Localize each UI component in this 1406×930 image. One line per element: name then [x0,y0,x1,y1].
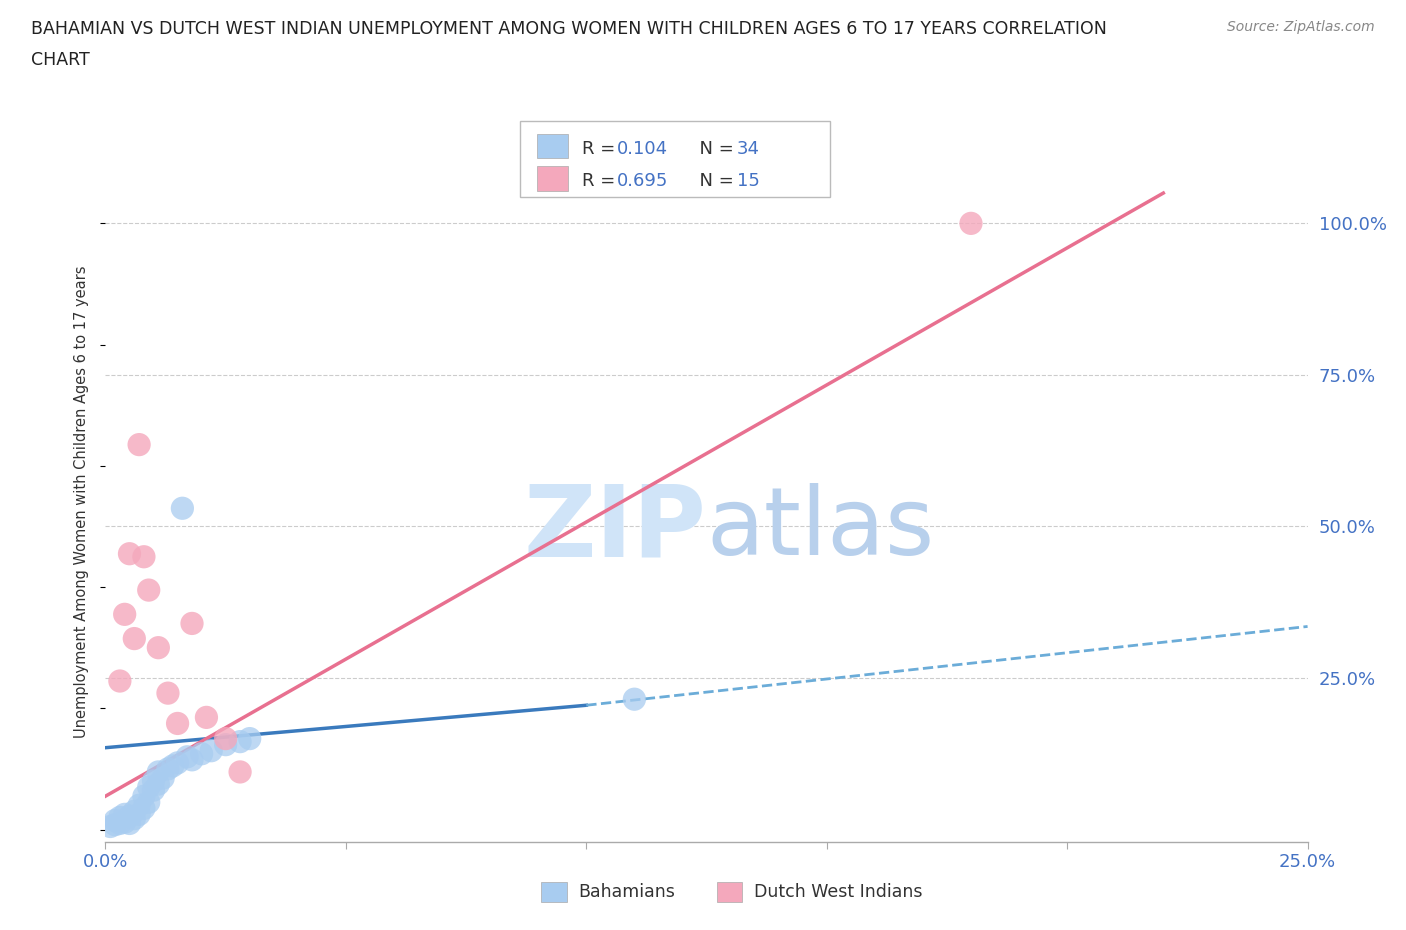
Point [166,755,188,770]
Point [960,216,983,231]
Point [132,789,155,804]
Point [181,752,204,767]
Text: atlas: atlas [707,484,935,576]
Point [200,743,222,758]
Point [214,731,236,746]
Point [172,501,194,516]
Point [108,816,131,830]
Point [156,685,179,700]
Text: 15: 15 [737,172,759,190]
Point [104,817,127,832]
Text: N =: N = [688,172,740,190]
Point [118,809,141,824]
Point [128,437,150,452]
Point [138,583,160,598]
Point [132,801,155,816]
Point [138,795,160,810]
Point [152,771,174,786]
Point [195,710,218,724]
Point [176,750,198,764]
Text: 0.695: 0.695 [617,172,669,190]
Text: R =: R = [582,140,621,157]
Text: CHART: CHART [31,51,90,69]
Point [128,798,150,813]
Point [132,550,155,565]
Text: 34: 34 [737,140,759,157]
Text: N =: N = [688,140,740,157]
Point [156,762,179,777]
Text: BAHAMIAN VS DUTCH WEST INDIAN UNEMPLOYMENT AMONG WOMEN WITH CHILDREN AGES 6 TO 1: BAHAMIAN VS DUTCH WEST INDIAN UNEMPLOYME… [31,20,1107,38]
Text: ZIP: ZIP [523,481,707,578]
Point [128,807,150,822]
Text: Source: ZipAtlas.com: Source: ZipAtlas.com [1227,20,1375,34]
Point [214,737,236,752]
Point [114,607,136,622]
Point [142,774,165,789]
Point [190,746,212,761]
Point [118,546,141,561]
Point [108,810,131,825]
Point [229,734,252,749]
Point [108,673,131,688]
Point [124,804,146,818]
Text: R =: R = [582,172,621,190]
Point [124,811,146,826]
Point [118,816,141,830]
Point [148,764,170,779]
Point [142,783,165,798]
Text: Bahamians: Bahamians [578,883,675,901]
Point [148,777,170,791]
Y-axis label: Unemployment Among Women with Children Ages 6 to 17 years: Unemployment Among Women with Children A… [75,266,90,738]
Point [104,813,127,828]
Point [181,616,204,631]
Point [124,631,146,646]
Text: Dutch West Indians: Dutch West Indians [754,883,922,901]
Point [229,764,252,779]
Point [239,731,262,746]
Point [138,779,160,794]
Point [162,759,184,774]
Text: 0.104: 0.104 [617,140,668,157]
Point [148,640,170,655]
Point [166,716,188,731]
Point [114,807,136,822]
Point [114,815,136,830]
Point [98,819,121,834]
Point [623,692,645,707]
